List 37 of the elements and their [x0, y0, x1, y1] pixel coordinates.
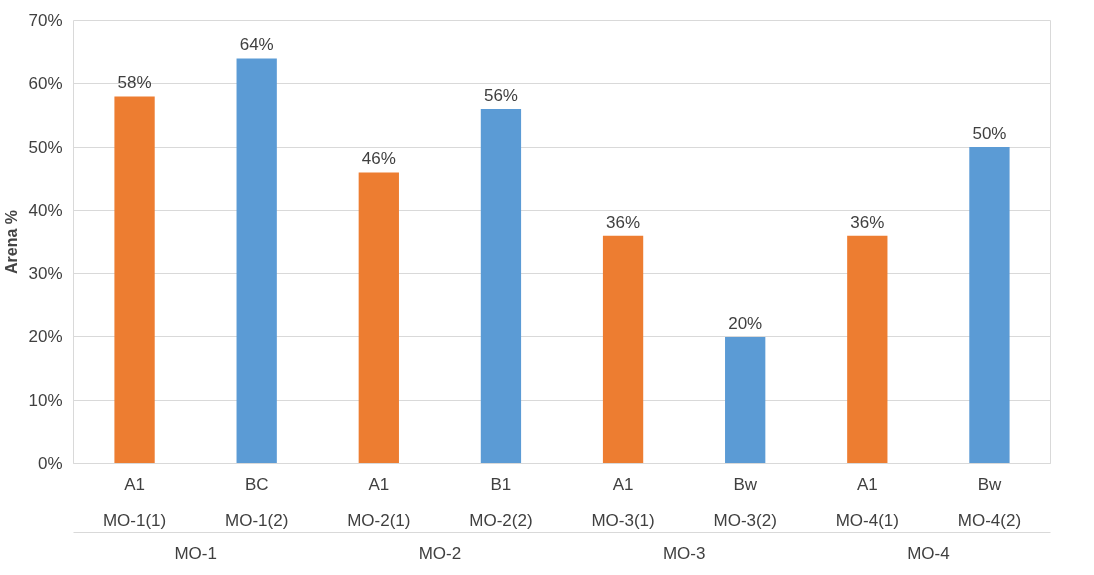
x-tick-label: A1 MO-2(1)	[347, 474, 411, 530]
bar	[602, 235, 644, 464]
bar	[358, 172, 399, 464]
data-label: 58%	[117, 73, 152, 93]
data-label: 20%	[728, 313, 763, 333]
y-tick-label: 20%	[28, 327, 63, 347]
data-label: 36%	[850, 212, 885, 232]
data-label: 56%	[483, 86, 518, 106]
bar	[236, 58, 277, 464]
x-tick-label: Bw MO-4(2)	[957, 474, 1022, 530]
text: MO-3	[662, 543, 706, 563]
text: MO-1	[174, 543, 217, 563]
y-tick-label: 70%	[28, 11, 63, 30]
bar	[847, 235, 888, 464]
data-label: 46%	[361, 149, 396, 169]
bar	[480, 109, 522, 464]
data-label: 64%	[239, 35, 274, 55]
y-axis-title: Arena %	[3, 209, 21, 275]
text: MO-4	[907, 543, 950, 563]
x-tick-label: BC MO-1(2)	[225, 474, 289, 530]
bar	[969, 147, 1010, 464]
y-tick-label: 40%	[28, 200, 63, 220]
x-tick-label: Bw MO-3(2)	[713, 474, 777, 530]
x-tick-label: A1 MO-3(1)	[591, 474, 655, 530]
x-tick-label: A1 MO-4(1)	[835, 474, 899, 530]
x-tick-label: B1 MO-2(2)	[469, 474, 533, 530]
data-label: 36%	[606, 212, 641, 232]
y-tick-label: 30%	[28, 264, 63, 284]
y-tick-label: 60%	[28, 74, 63, 94]
y-tick-label: 0%	[37, 454, 63, 473]
x-tick-label: A1 MO-1(1)	[102, 474, 167, 530]
y-tick-label: 10%	[28, 390, 63, 410]
bar	[114, 96, 155, 464]
data-label: 50%	[972, 124, 1007, 144]
y-tick-label: 50%	[28, 137, 63, 157]
text: MO-2	[418, 543, 462, 563]
bar	[725, 336, 766, 464]
